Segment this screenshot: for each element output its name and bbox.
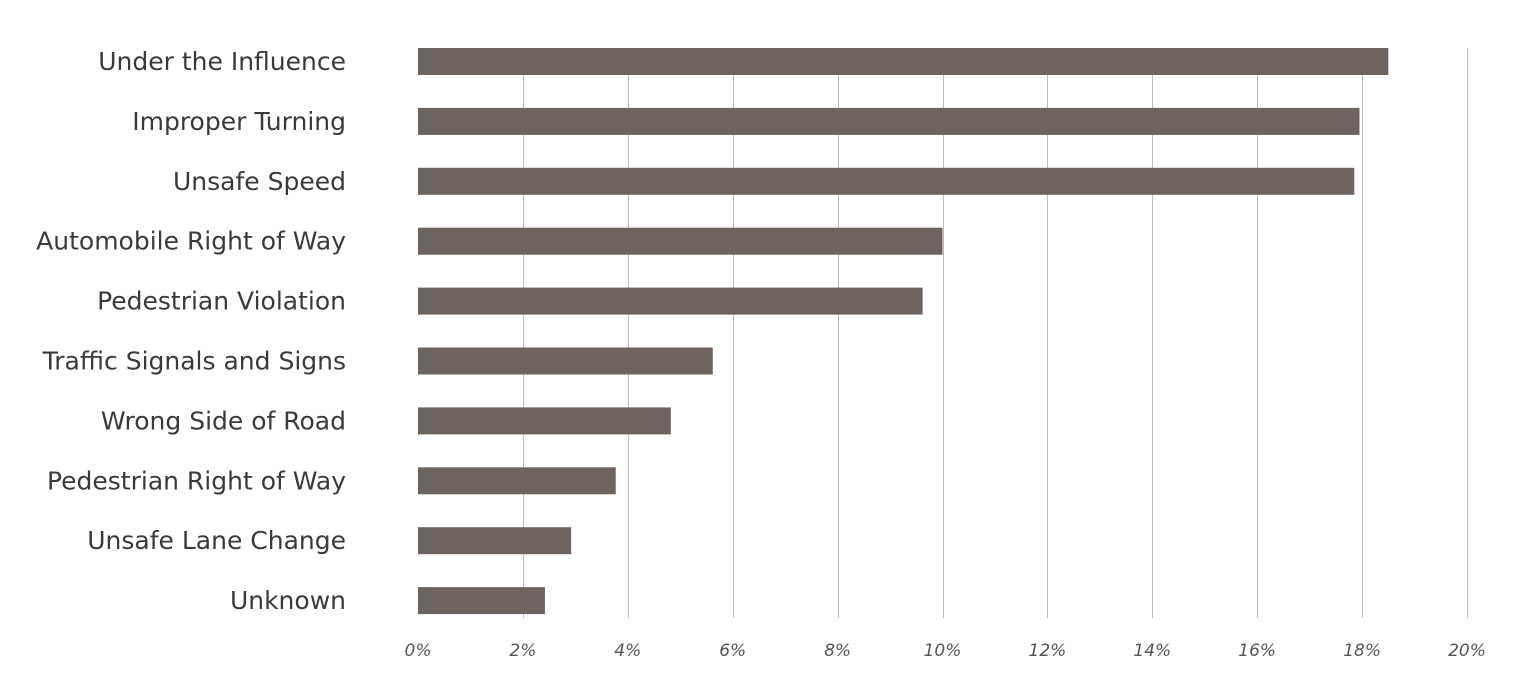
bar-0 [418,48,1389,75]
x-tick-label-10: 20% [1448,641,1486,661]
x-tick-label-6: 12% [1029,641,1067,661]
category-label-5: Traffic Signals and Signs [42,347,346,376]
x-tick-label-3: 6% [719,641,746,661]
bars [418,48,1389,615]
category-label-2: Unsafe Speed [173,167,346,196]
bar-4 [418,287,923,315]
bar-7 [418,467,616,495]
x-tick-labels: 0% 2% 4% 6% 8% 10% 12% 14% 16% 18% 20% [405,641,1486,661]
bar-5 [418,347,713,375]
bar-8 [418,527,572,555]
category-label-3: Automobile Right of Way [36,227,346,256]
bar-6 [418,407,671,435]
category-label-1: Improper Turning [132,107,346,136]
category-label-8: Unsafe Lane Change [87,526,346,555]
bar-1 [418,107,1360,135]
bar-2 [418,167,1355,195]
x-tick-label-4: 8% [824,641,851,661]
x-tick-label-8: 16% [1238,641,1276,661]
gridlines [523,48,1468,618]
x-tick-label-0: 0% [405,641,432,661]
bar-9 [418,587,545,615]
category-label-0: Under the Influence [98,47,346,76]
category-label-4: Pedestrian Violation [97,287,346,316]
category-label-7: Pedestrian Right of Way [47,466,346,495]
x-tick-label-1: 2% [509,641,536,661]
category-labels: Under the Influence Improper Turning Unsaf… [36,47,346,615]
category-label-6: Wrong Side of Road [101,406,346,435]
x-tick-label-7: 14% [1133,641,1171,661]
x-tick-label-2: 4% [614,641,641,661]
bar-3 [418,227,943,255]
x-tick-label-9: 18% [1343,641,1381,661]
category-label-9: Unknown [230,586,346,615]
x-tick-label-5: 10% [924,641,962,661]
